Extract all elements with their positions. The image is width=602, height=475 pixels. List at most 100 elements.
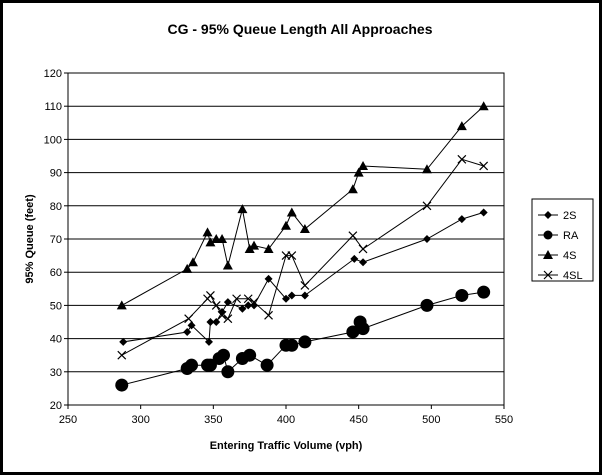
data-point-ra bbox=[420, 298, 434, 312]
data-point-2s bbox=[212, 318, 221, 326]
series-4s bbox=[116, 101, 489, 310]
data-point-ra bbox=[285, 338, 299, 352]
data-point-4s bbox=[358, 160, 369, 170]
x-tick-label: 300 bbox=[131, 414, 149, 426]
data-point-4sl bbox=[217, 310, 227, 320]
legend-item-4s: 4S bbox=[538, 250, 576, 262]
y-tick-label: 60 bbox=[50, 267, 62, 279]
data-point-4s bbox=[281, 220, 291, 230]
data-point-4sl bbox=[422, 201, 432, 211]
data-point-4s bbox=[286, 207, 297, 217]
data-point-4s bbox=[478, 101, 489, 111]
y-tick-label: 100 bbox=[44, 134, 62, 146]
x-tick-label: 550 bbox=[495, 414, 513, 426]
data-point-4s bbox=[249, 240, 260, 250]
y-tick-label: 90 bbox=[50, 168, 62, 180]
data-point-4sl bbox=[264, 310, 273, 320]
data-point-2s bbox=[223, 298, 232, 307]
queue-length-chart: CG - 95% Queue Length All Approaches 250… bbox=[24, 21, 594, 452]
x-tick-label: 400 bbox=[277, 414, 295, 426]
legend-label: 4S bbox=[563, 250, 576, 262]
series-ra bbox=[115, 285, 491, 392]
x-tick-label: 350 bbox=[204, 414, 222, 426]
data-point-4sl bbox=[287, 251, 297, 261]
x-axis-ticks: 250 300 350 400 450 500 550 bbox=[59, 405, 513, 426]
data-point-4s bbox=[456, 121, 467, 131]
y-tick-label: 50 bbox=[50, 300, 62, 312]
data-point-2s bbox=[287, 291, 296, 300]
data-point-4sl bbox=[479, 161, 489, 171]
data-point-4s bbox=[205, 237, 216, 247]
data-point-4s bbox=[299, 224, 310, 234]
data-point-4s bbox=[347, 184, 358, 194]
data-point-4sl bbox=[358, 244, 368, 254]
y-tick-label: 40 bbox=[50, 334, 62, 346]
data-point-4s bbox=[263, 243, 274, 253]
data-point-2s bbox=[244, 301, 253, 310]
chart-area: CG - 95% Queue Length All Approaches 250… bbox=[3, 3, 599, 472]
data-point-4s bbox=[217, 234, 228, 243]
data-point-4s bbox=[202, 227, 213, 237]
data-point-ra bbox=[455, 288, 469, 302]
x-axis-title: Entering Traffic Volume (vph) bbox=[210, 440, 363, 452]
legend-label: 2S bbox=[563, 210, 576, 222]
data-point-4sl bbox=[232, 294, 242, 304]
data-point-2s bbox=[187, 321, 196, 330]
legend-item-ra: RA bbox=[538, 230, 579, 242]
data-point-4s bbox=[421, 164, 432, 174]
series-4sl bbox=[117, 154, 489, 360]
data-point-4sl bbox=[184, 314, 194, 324]
data-point-4s bbox=[116, 300, 127, 310]
data-point-2s bbox=[422, 235, 431, 243]
y-axis-ticks: 20 30 40 50 60 70 80 90 100 110 120 bbox=[44, 68, 68, 412]
data-point-ra bbox=[260, 358, 274, 372]
legend-label: 4SL bbox=[563, 270, 583, 282]
legend-label: RA bbox=[563, 230, 579, 242]
data-point-4sl bbox=[117, 350, 127, 360]
y-tick-label: 30 bbox=[50, 367, 62, 379]
x-tick-label: 500 bbox=[422, 414, 440, 426]
legend-marker-2s bbox=[544, 211, 552, 219]
data-point-2s bbox=[238, 304, 247, 313]
data-point-ra bbox=[477, 285, 491, 299]
data-point-4sl bbox=[249, 297, 259, 307]
data-point-ra bbox=[185, 358, 199, 372]
chart-title: CG - 95% Queue Length All Approaches bbox=[167, 21, 432, 37]
data-point-4sl bbox=[348, 231, 358, 241]
y-tick-label: 110 bbox=[44, 101, 62, 113]
legend-marker-4s bbox=[543, 250, 553, 259]
data-point-ra bbox=[346, 325, 360, 339]
data-point-2s bbox=[457, 215, 466, 224]
data-point-4s bbox=[187, 257, 198, 267]
data-point-2s bbox=[479, 208, 488, 217]
legend-marker-4sl bbox=[543, 270, 553, 280]
y-tick-label: 20 bbox=[50, 400, 62, 412]
legend-marker-ra bbox=[543, 230, 553, 240]
data-point-4s bbox=[182, 263, 193, 273]
data-point-2s bbox=[300, 291, 309, 300]
legend-item-2s: 2S bbox=[538, 210, 576, 222]
data-point-ra bbox=[115, 378, 129, 392]
data-point-4s bbox=[353, 167, 364, 177]
data-point-2s bbox=[359, 258, 368, 267]
y-tick-label: 80 bbox=[50, 201, 62, 213]
data-point-4sl bbox=[457, 154, 467, 164]
y-tick-label: 120 bbox=[44, 68, 62, 80]
data-point-4sl bbox=[206, 291, 215, 300]
series-layer bbox=[115, 101, 491, 392]
data-point-4sl bbox=[243, 294, 253, 304]
data-point-2s bbox=[206, 318, 215, 326]
x-tick-label: 250 bbox=[59, 414, 77, 426]
data-point-ra bbox=[298, 335, 312, 349]
data-point-4sl bbox=[223, 314, 233, 324]
data-point-2s bbox=[264, 274, 273, 283]
legend-box bbox=[531, 198, 594, 282]
series-2s bbox=[119, 208, 488, 346]
data-point-ra bbox=[356, 322, 370, 336]
data-point-ra bbox=[243, 348, 257, 362]
y-axis-title: 95% Queue (feet) bbox=[24, 194, 36, 284]
data-point-2s bbox=[350, 254, 359, 263]
data-point-4s bbox=[237, 204, 248, 214]
legend-item-4sl: 4SL bbox=[538, 270, 583, 282]
